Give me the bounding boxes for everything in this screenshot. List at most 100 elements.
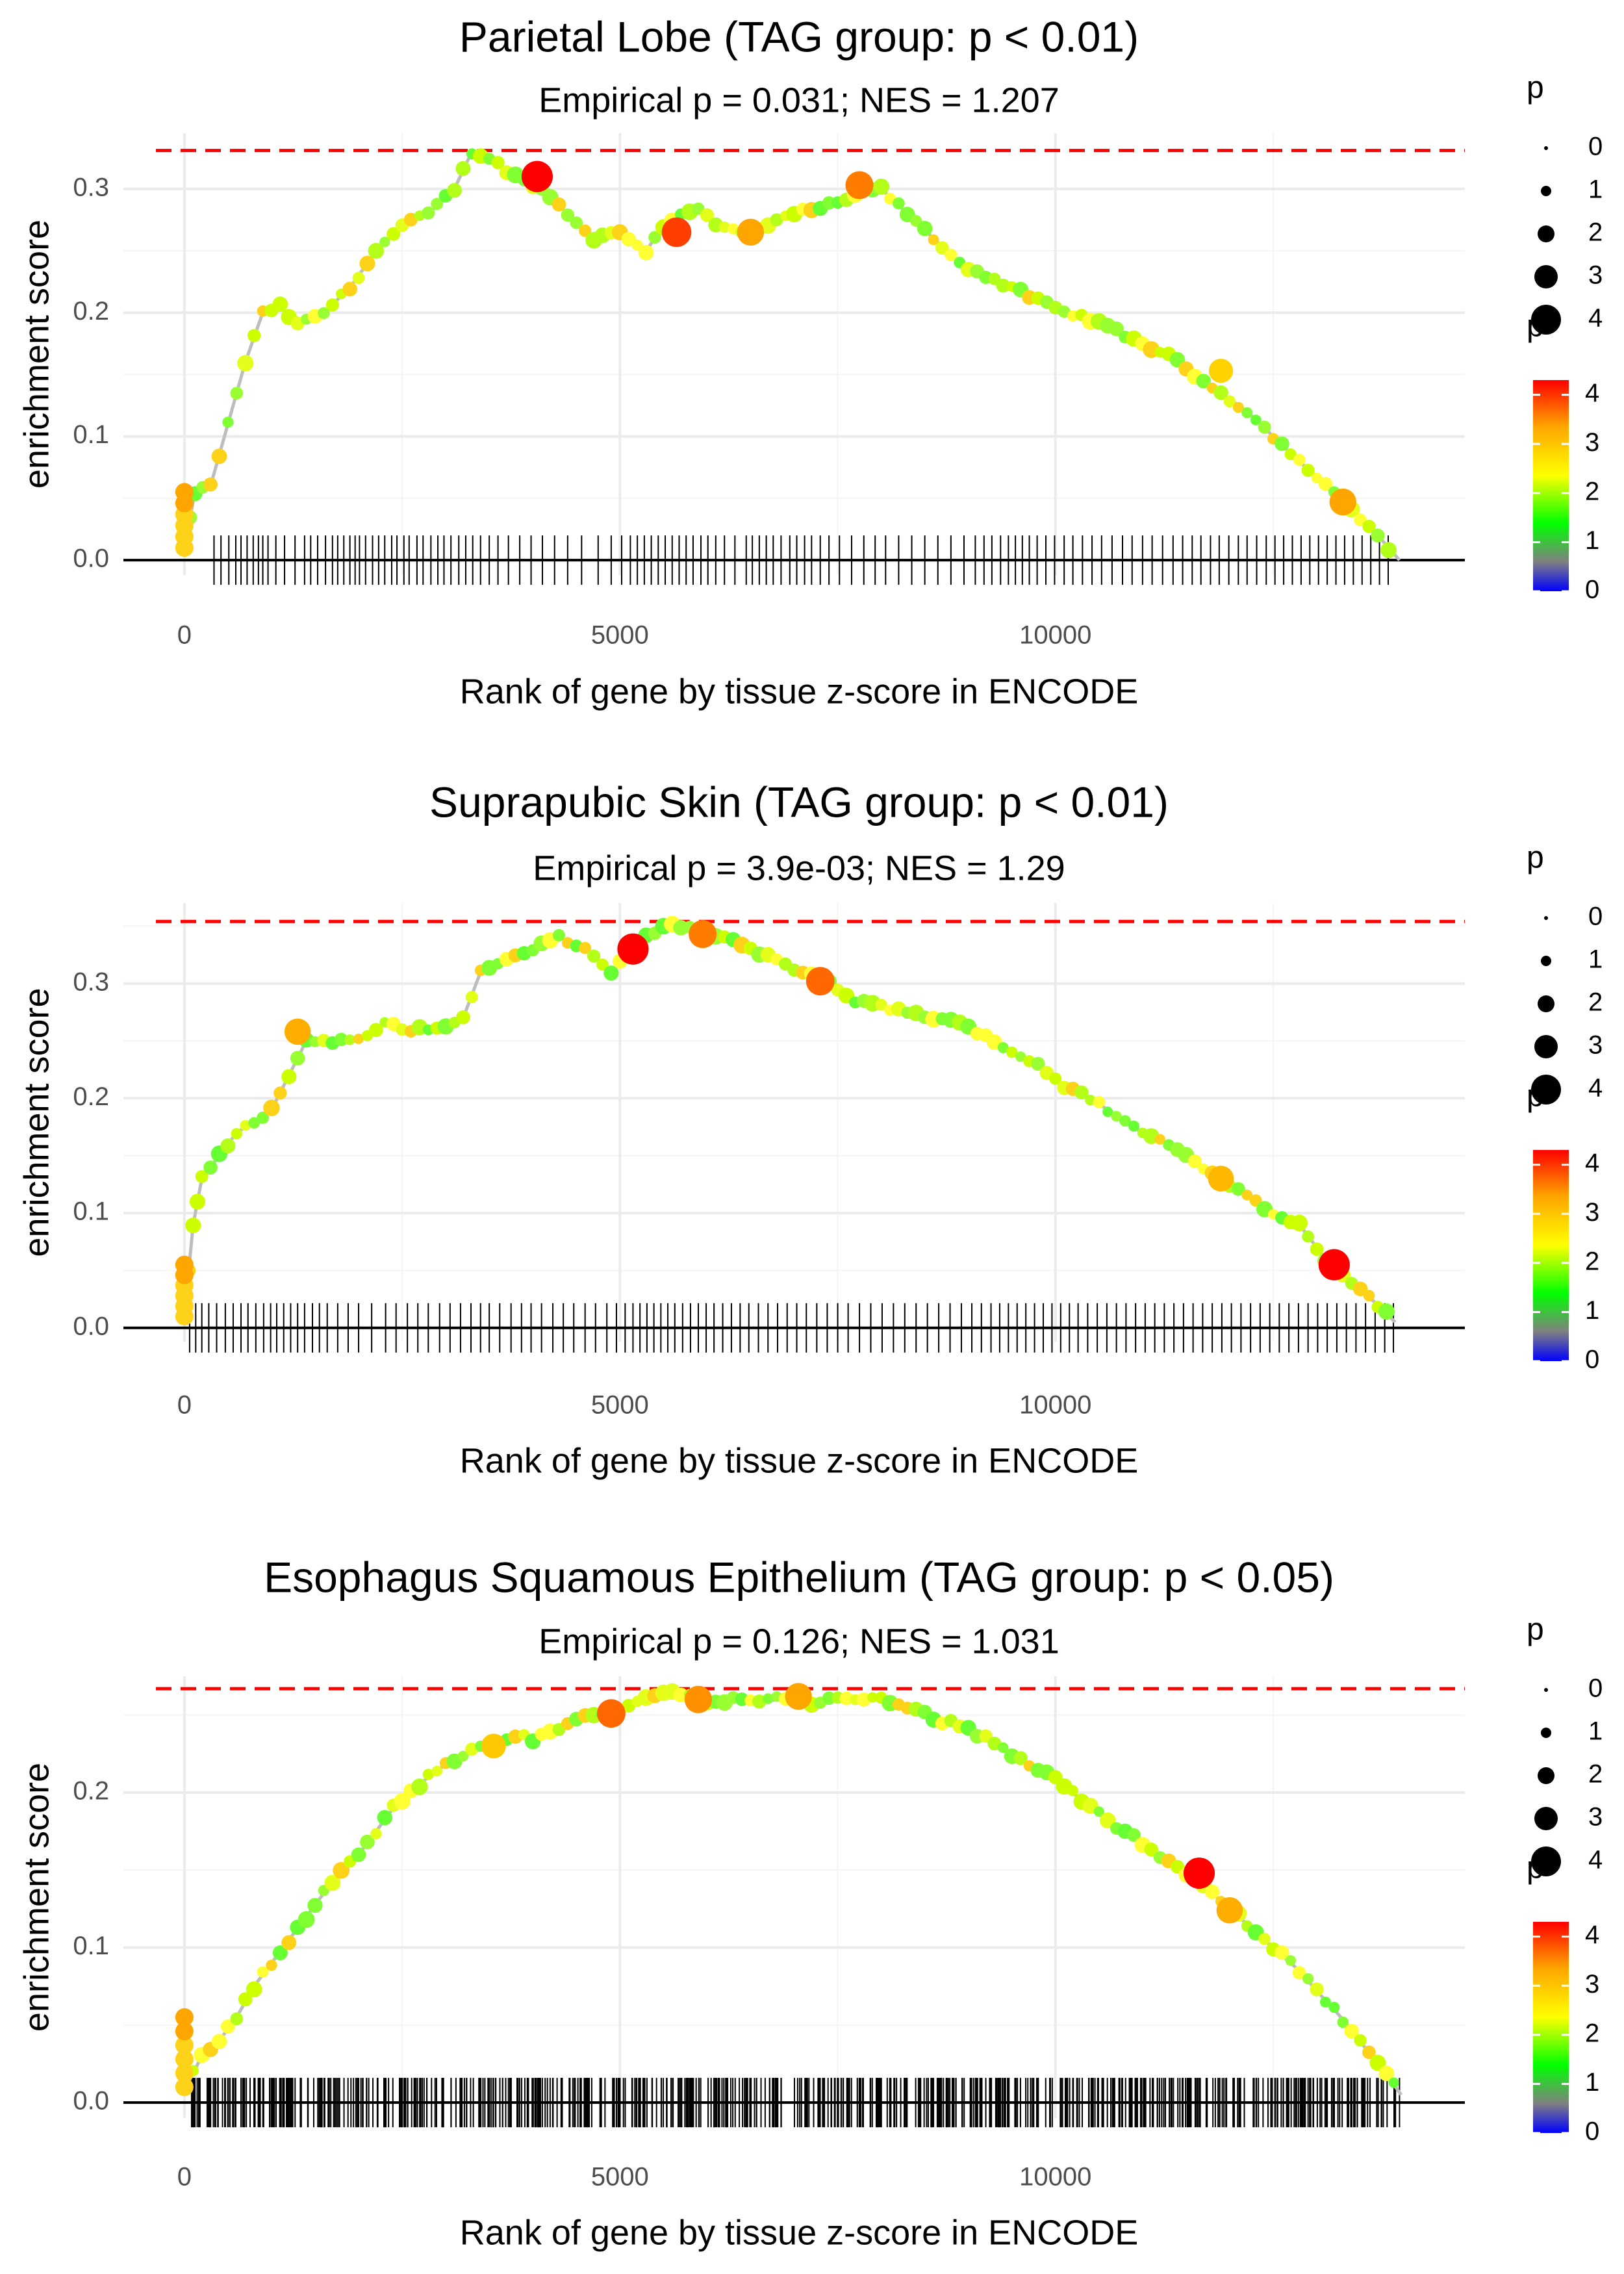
gene-point [1275,1945,1289,1960]
gene-point [1275,436,1289,452]
gene-point [1301,463,1315,478]
gene-point [272,1945,288,1961]
gene-point [185,1218,201,1234]
gene-point [579,941,592,954]
size-legend-dot [1541,186,1551,196]
gene-point [856,1692,871,1707]
color-legend-label: 4 [1585,1149,1599,1177]
x-axis-title: Rank of gene by tissue z-score in ENCODE [460,1441,1138,1480]
x-tick-label: 10000 [1019,2163,1091,2191]
x-tick-label: 10000 [1019,1391,1091,1420]
gene-point [360,1834,375,1850]
color-bar [1533,1150,1569,1361]
gene-point [996,278,1011,293]
gene-point [648,231,661,244]
highlight-point [806,967,835,996]
panel-title: Parietal Lobe (TAG group: p < 0.01) [459,12,1139,60]
panel-subtitle: Empirical p = 0.031; NES = 1.207 [539,81,1059,120]
gene-point [1292,1966,1306,1980]
highlight-point [684,1685,713,1713]
size-legend-label: 4 [1588,304,1603,333]
highlight-point [1318,1249,1350,1281]
y-tick-label: 0.1 [73,1932,109,1960]
gene-point [281,1069,297,1084]
gene-point [1067,1785,1079,1796]
y-tick-label: 0.3 [73,173,109,201]
gene-point [377,1809,392,1826]
gene-point [998,1742,1009,1754]
size-legend-dot [1531,1075,1561,1105]
gene-point [1232,402,1244,413]
size-legend-dot [1538,1767,1554,1784]
gene-point [1093,1806,1104,1817]
gene-point [1380,542,1397,559]
gene-point [369,1023,383,1038]
size-legend-dot [1541,956,1551,966]
gene-point [370,1828,382,1839]
color-legend-title: p [1527,309,1544,344]
gene-point [324,1874,341,1891]
gene-point [247,329,261,342]
gene-point [431,1765,443,1777]
gene-point [570,216,583,229]
gene-point [1154,1134,1165,1145]
gene-point [1302,1973,1314,1985]
size-legend-dot [1538,995,1554,1012]
x-tick-label: 5000 [591,1391,649,1420]
gene-point [1293,454,1306,466]
color-bar [1533,380,1569,591]
gene-point [238,1992,253,2007]
gene-point [318,307,330,320]
color-legend-label: 2 [1585,477,1599,505]
gene-point [1388,2077,1399,2088]
gene-point [203,1160,218,1175]
x-axis-title: Rank of gene by tissue z-score in ENCODE [460,672,1138,711]
color-legend-label: 0 [1585,576,1599,604]
gene-point [175,2063,194,2082]
gene-point [447,183,462,198]
highlight-point [284,1018,311,1045]
gene-point [175,2022,194,2041]
size-legend-dot [1534,265,1558,288]
gene-point [307,1898,323,1913]
gene-point [1196,374,1211,389]
gene-point [1119,1115,1131,1127]
y-tick-label: 0.0 [73,544,109,573]
gene-point [1284,448,1297,461]
gene-point [1102,1106,1113,1118]
size-legend-label: 0 [1588,133,1603,161]
gene-point [1250,415,1262,426]
color-legend-label: 3 [1585,1970,1599,1999]
x-tick-label: 0 [177,621,192,650]
size-legend-label: 3 [1588,1803,1603,1832]
gene-point [257,1111,270,1124]
gene-point [387,227,401,241]
size-legend-dot [1531,1846,1561,1876]
gene-point [552,197,566,212]
gene-point [1213,385,1228,400]
panel-3: Esophagus Squamous Epithelium (TAG group… [17,1553,1603,2252]
color-legend-label: 2 [1585,1247,1599,1275]
gene-point [1328,2002,1340,2013]
color-legend-label: 2 [1585,2019,1599,2047]
gene-point [638,244,654,261]
gene-point [1058,305,1071,318]
gene-point [1378,2065,1395,2082]
color-legend-label: 1 [1585,2068,1599,2097]
size-legend-label: 3 [1588,261,1603,290]
gene-point [1015,1051,1026,1062]
gene-point [875,999,887,1011]
size-legend-dot [1531,305,1561,335]
gene-point [1318,477,1333,491]
color-legend-label: 3 [1585,1198,1599,1227]
gene-point [1013,1751,1028,1765]
x-axis-title: Rank of gene by tissue z-score in ENCODE [460,2213,1138,2252]
gene-point [342,281,357,297]
gene-point [928,234,939,246]
size-legend-label: 0 [1588,1674,1603,1703]
y-tick-label: 0.1 [73,420,109,449]
gene-point [718,221,730,233]
gene-point [189,1194,206,1210]
size-legend-dot [1544,146,1548,150]
gene-point [230,387,244,400]
